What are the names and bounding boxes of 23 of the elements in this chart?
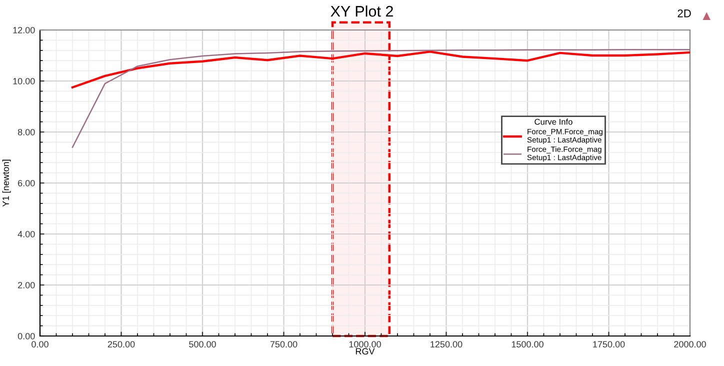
line-series xyxy=(72,49,690,148)
x-tick-label: 2000.00 xyxy=(674,341,706,348)
x-tick-label: 750.00 xyxy=(270,341,298,348)
y-tick-label: 6.00 xyxy=(18,180,35,186)
x-tick-label: 1500.00 xyxy=(512,341,544,348)
x-tick-label: 0.00 xyxy=(32,341,48,348)
y-tick-label: 10.00 xyxy=(13,78,35,84)
y-tick-label: 0.00 xyxy=(18,332,35,340)
x-tick-label: 250.00 xyxy=(108,341,135,348)
legend-title: Curve Info xyxy=(534,118,572,125)
x-axis-title: RGV xyxy=(356,348,375,355)
x-tick-label: 500.00 xyxy=(189,341,216,348)
y-tick-label: 8.00 xyxy=(18,128,35,136)
chart-title: XY Plot 2 xyxy=(330,5,393,17)
x-tick-label: 1750.00 xyxy=(593,341,625,348)
y-tick-label: 4.00 xyxy=(18,230,35,238)
y-tick-label: 12.00 xyxy=(13,26,35,34)
x-tick-label: 1250.00 xyxy=(430,341,462,348)
x-tick-label: 1000.00 xyxy=(349,341,381,348)
text: 2D xyxy=(678,9,691,18)
y-tick-label: 2.00 xyxy=(18,282,35,288)
line-series xyxy=(71,50,690,88)
y-axis-title: Y1 [newton] xyxy=(2,160,11,207)
